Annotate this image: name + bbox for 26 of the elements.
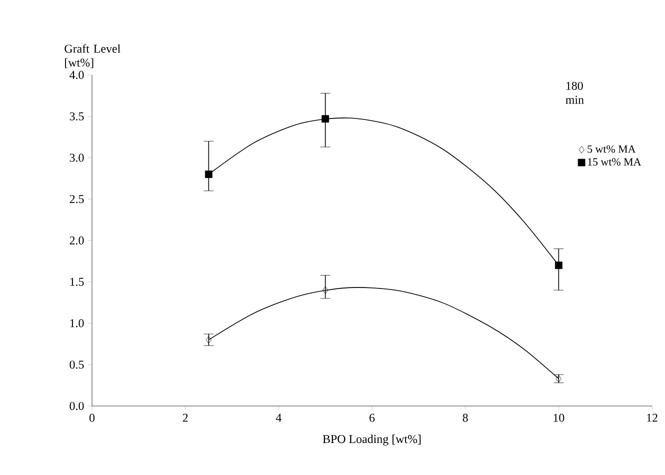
y-tick-label: 1.0 [70, 319, 84, 328]
legend-title: 180 min [566, 82, 584, 104]
point [206, 336, 212, 344]
y-tick-label: 2.5 [70, 195, 84, 204]
y-tick-label: 3.5 [70, 112, 84, 120]
legend-label: 15 wt% MA [588, 158, 642, 166]
x-tick-label: 0 [89, 414, 95, 422]
x-tick-label: 8 [462, 414, 468, 422]
y-tick-label: 0.5 [70, 360, 84, 369]
y-axis-title: Graft Level [wt%] [64, 44, 120, 68]
point [204, 170, 212, 178]
y-tick-label: 2.0 [70, 236, 84, 245]
y-tick-label: 1.5 [70, 278, 84, 286]
y-tick-label: 4.0 [70, 70, 84, 80]
point [554, 262, 562, 270]
point [322, 115, 330, 123]
x-axis-title: BPO Loading [wt%] [322, 434, 421, 446]
point [322, 286, 328, 294]
x-tick-label: 4 [276, 414, 282, 422]
x-tick-label: 2 [182, 414, 188, 422]
legend-label: 5 wt% MA [588, 145, 636, 153]
y-tick-label: 3.0 [70, 154, 84, 162]
x-tick-label: 10 [554, 414, 564, 422]
x-tick-label: 6 [370, 414, 375, 422]
y-tick-label: 0.0 [70, 402, 84, 410]
x-tick-label: 12 [647, 414, 658, 422]
